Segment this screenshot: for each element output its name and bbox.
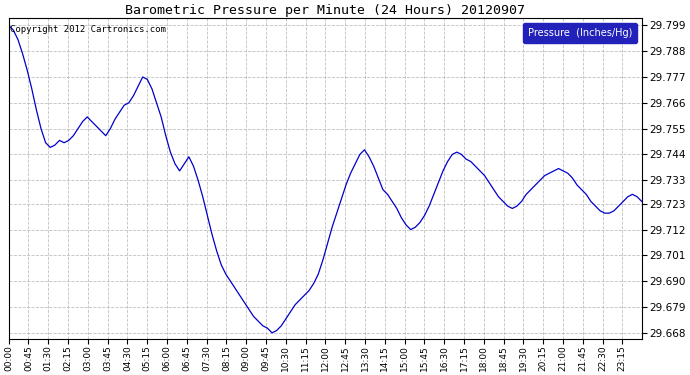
Text: Copyright 2012 Cartronics.com: Copyright 2012 Cartronics.com [10,25,166,34]
Title: Barometric Pressure per Minute (24 Hours) 20120907: Barometric Pressure per Minute (24 Hours… [125,4,525,17]
Legend: Pressure  (Inches/Hg): Pressure (Inches/Hg) [523,23,637,43]
